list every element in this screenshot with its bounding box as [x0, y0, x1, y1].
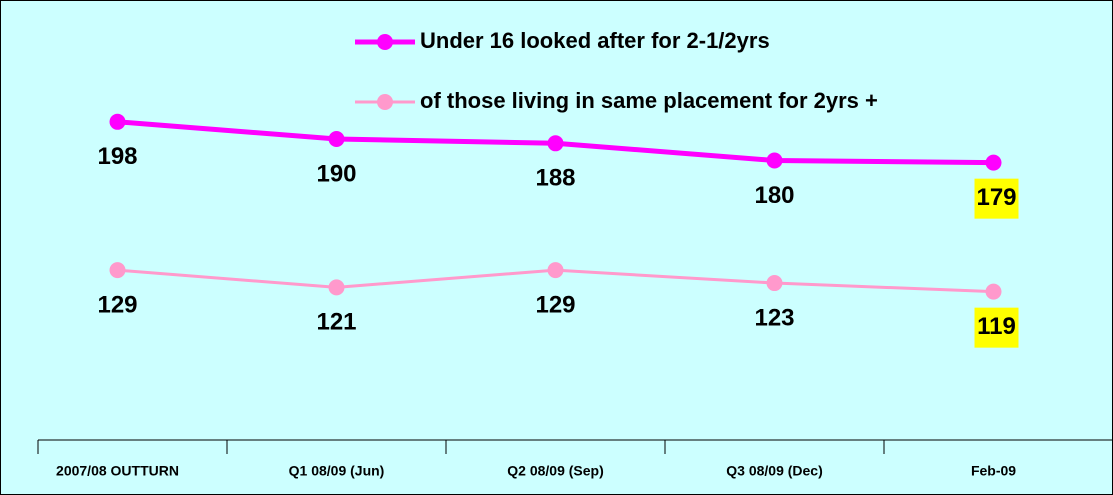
data-label: 180 — [754, 182, 794, 209]
data-label: 121 — [316, 309, 356, 336]
x-tick-label: Q2 08/09 (Sep) — [507, 463, 604, 479]
data-point — [109, 262, 126, 279]
legend-marker — [377, 94, 393, 110]
data-point — [547, 262, 564, 279]
legend-label: of those living in same placement for 2y… — [420, 88, 878, 113]
data-point — [985, 154, 1002, 171]
x-tick-label: Feb-09 — [971, 463, 1016, 479]
label-highlight — [974, 178, 1019, 219]
label-highlight — [974, 307, 1019, 348]
data-point — [766, 152, 783, 169]
data-point — [547, 135, 564, 152]
data-label: 129 — [97, 291, 137, 318]
data-label: 129 — [535, 291, 575, 318]
legend-marker — [377, 34, 393, 50]
data-point — [109, 113, 126, 130]
legend-label: Under 16 looked after for 2-1/2yrs — [420, 28, 770, 53]
data-label: 188 — [535, 165, 575, 192]
x-tick-label: 2007/08 OUTTURN — [56, 463, 179, 479]
data-point — [328, 131, 345, 147]
data-point — [985, 283, 1002, 300]
data-point — [328, 279, 345, 296]
x-tick-label: Q1 08/09 (Jun) — [289, 463, 385, 479]
data-label: 198 — [97, 143, 137, 170]
data-label: 190 — [316, 160, 356, 187]
data-label: 119 — [977, 313, 1016, 340]
data-label: 123 — [754, 304, 794, 331]
data-point — [766, 275, 783, 292]
x-tick-label: Q3 08/09 (Dec) — [726, 463, 823, 479]
data-label: 179 — [976, 184, 1016, 211]
